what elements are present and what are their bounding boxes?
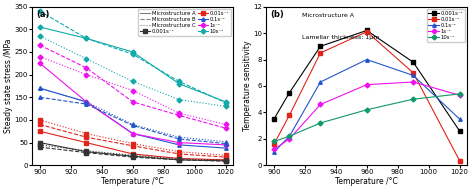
Text: Microstructure A: Microstructure A [302,13,355,18]
Legend: Microstructure A, Microstructure B, Microstructure C, 0.001s⁻¹, 0.01s⁻¹, 0.1s⁻¹,: Microstructure A, Microstructure B, Micr… [138,9,231,36]
X-axis label: Temperature /°C: Temperature /°C [101,177,164,186]
Text: (b): (b) [270,10,284,19]
Text: Microstructure A: Microstructure A [0,189,1,190]
Text: Lamellar thickness: 1μm: Lamellar thickness: 1μm [302,35,380,40]
Legend: 0.001s⁻¹, 0.01s⁻¹, 0.1s⁻¹, 1s⁻¹, 10s⁻¹: 0.001s⁻¹, 0.01s⁻¹, 0.1s⁻¹, 1s⁻¹, 10s⁻¹ [427,9,465,42]
X-axis label: Temperature /°C: Temperature /°C [336,177,398,186]
Y-axis label: Temperature sensitivity: Temperature sensitivity [243,41,252,131]
Text: (a): (a) [36,10,50,19]
Text: Microstructure A: Microstructure A [0,189,1,190]
Y-axis label: Steady state stress /MPa: Steady state stress /MPa [4,39,13,133]
